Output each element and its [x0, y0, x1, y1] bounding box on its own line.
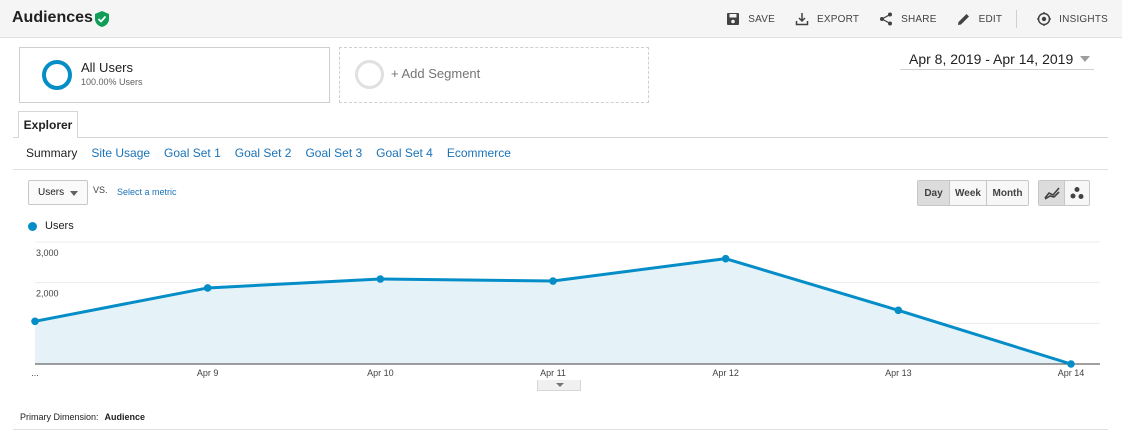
- period-toggle: Day Week Month: [917, 180, 1029, 206]
- subnav-divider: [13, 169, 1108, 170]
- x-tick-label: Apr 9: [197, 368, 219, 378]
- date-range-text: Apr 8, 2019 - Apr 14, 2019: [909, 51, 1074, 67]
- data-point: [31, 317, 39, 326]
- add-segment-label: + Add Segment: [391, 66, 481, 81]
- page-title: Audiences: [12, 9, 93, 26]
- primary-dimension-audience[interactable]: Audience: [104, 412, 146, 422]
- footer-divider: [13, 429, 1108, 430]
- period-month-button[interactable]: Month: [986, 181, 1028, 205]
- line-chart-icon: [1043, 187, 1060, 200]
- header-actions: SAVE EXPORT SHARE EDIT: [706, 0, 1108, 38]
- subnav-goal-set-4[interactable]: Goal Set 4: [376, 146, 433, 160]
- edit-button[interactable]: EDIT: [957, 12, 1003, 26]
- line-chart-button[interactable]: [1039, 181, 1064, 205]
- data-point: [1067, 360, 1075, 368]
- share-button[interactable]: SHARE: [879, 12, 936, 26]
- save-button[interactable]: SAVE: [726, 12, 775, 26]
- segment-percentage: 100.00% Users: [81, 77, 143, 87]
- empty-segment-ring-icon: [355, 60, 384, 89]
- chevron-down-icon: [1080, 56, 1090, 62]
- period-day-button[interactable]: Day: [918, 181, 949, 205]
- subnav-goal-set-3[interactable]: Goal Set 3: [305, 146, 363, 160]
- segment-color-ring-icon: [42, 60, 72, 90]
- y-tick-label: 2,000: [36, 289, 59, 299]
- legend-users-label: Users: [45, 220, 74, 232]
- save-icon: [727, 13, 740, 25]
- export-icon: [795, 13, 809, 26]
- add-segment-button[interactable]: + Add Segment: [339, 47, 649, 103]
- share-icon: [880, 12, 893, 26]
- x-tick-label: ...: [31, 368, 39, 378]
- x-tick-label: Apr 11: [540, 368, 566, 378]
- x-tick-label: Apr 13: [885, 368, 912, 378]
- segment-all-users[interactable]: All Users 100.00% Users: [19, 47, 330, 103]
- report-header: Audiences SAVE EXPORT: [0, 0, 1122, 38]
- subnav-site-usage[interactable]: Site Usage: [91, 146, 151, 160]
- subnav-summary[interactable]: Summary: [26, 146, 78, 160]
- verified-shield-icon: [95, 11, 109, 27]
- x-tick-label: Apr 10: [367, 368, 394, 378]
- tab-explorer[interactable]: Explorer: [18, 111, 78, 138]
- chart-type-toggle: [1038, 180, 1090, 206]
- primary-dimension: Primary Dimension: Audience: [20, 412, 146, 422]
- explorer-subnav: Summary Site Usage Goal Set 1 Goal Set 2…: [26, 146, 525, 160]
- chart-collapse-handle[interactable]: [537, 380, 581, 391]
- series-area: [35, 258, 1071, 364]
- data-point: [894, 306, 903, 315]
- edit-icon: [957, 14, 969, 25]
- action-divider: [1016, 10, 1018, 28]
- subnav-goal-set-2[interactable]: Goal Set 2: [234, 146, 292, 160]
- metric-select[interactable]: Users: [28, 180, 88, 205]
- tab-bar-divider: [13, 137, 1108, 138]
- insights-icon: [1037, 12, 1052, 26]
- data-point: [721, 254, 730, 263]
- chevron-down-icon: [556, 383, 564, 387]
- bubble-chart-icon: [1070, 187, 1084, 199]
- x-tick-label: Apr 14: [1058, 368, 1085, 378]
- x-tick-label: Apr 12: [712, 368, 739, 378]
- insights-button[interactable]: INSIGHTS: [1037, 12, 1108, 26]
- select-metric-link[interactable]: Select a metric: [117, 187, 177, 197]
- motion-chart-button[interactable]: [1064, 181, 1089, 205]
- chevron-down-icon: [70, 191, 78, 196]
- segment-name: All Users: [81, 60, 134, 75]
- data-point: [203, 284, 212, 292]
- date-range-picker[interactable]: Apr 8, 2019 - Apr 14, 2019: [900, 48, 1094, 70]
- data-point: [376, 275, 385, 283]
- subnav-ecommerce[interactable]: Ecommerce: [446, 146, 511, 160]
- period-week-button[interactable]: Week: [949, 181, 986, 205]
- export-button[interactable]: EXPORT: [795, 12, 859, 26]
- vs-label: VS.: [93, 185, 108, 195]
- data-point: [549, 277, 557, 285]
- subnav-goal-set-1[interactable]: Goal Set 1: [164, 146, 221, 160]
- y-tick-label: 3,000: [36, 248, 59, 258]
- legend-users-swatch: [28, 222, 37, 231]
